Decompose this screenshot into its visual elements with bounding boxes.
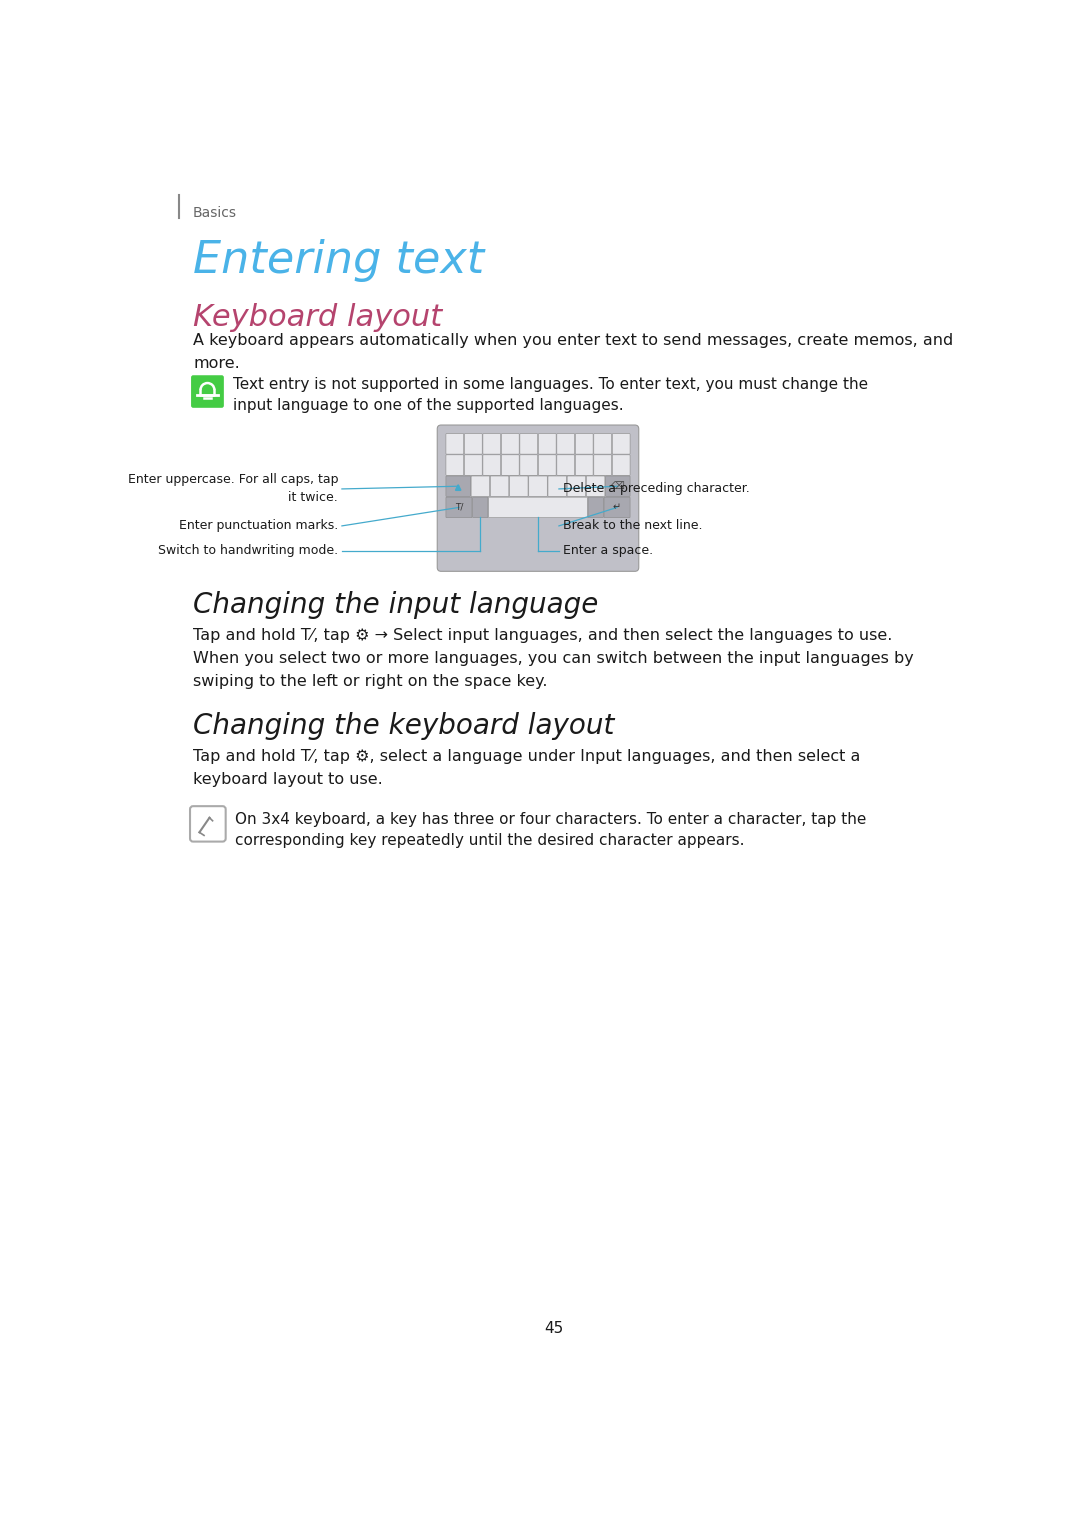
- Text: Changing the keyboard layout: Changing the keyboard layout: [193, 712, 615, 741]
- Text: 45: 45: [544, 1321, 563, 1336]
- FancyBboxPatch shape: [612, 434, 630, 454]
- Text: On 3x4 keyboard, a key has three or four characters. To enter a character, tap t: On 3x4 keyboard, a key has three or four…: [235, 811, 866, 826]
- FancyBboxPatch shape: [557, 434, 575, 454]
- Text: ⌫: ⌫: [611, 481, 624, 492]
- Text: ↵: ↵: [613, 502, 621, 513]
- Text: Changing the input language: Changing the input language: [193, 591, 598, 618]
- FancyBboxPatch shape: [612, 455, 630, 475]
- Text: Text entry is not supported in some languages. To enter text, you must change th: Text entry is not supported in some lang…: [233, 377, 868, 391]
- Text: Basics: Basics: [193, 206, 238, 220]
- FancyBboxPatch shape: [604, 498, 630, 518]
- Text: Enter uppercase. For all caps, tap
it twice.: Enter uppercase. For all caps, tap it tw…: [127, 473, 338, 504]
- Text: Switch to handwriting mode.: Switch to handwriting mode.: [158, 544, 338, 557]
- Text: Tap and hold T⁄, tap ⚙ → Select input languages, and then select the languages t: Tap and hold T⁄, tap ⚙ → Select input la…: [193, 628, 892, 643]
- FancyBboxPatch shape: [548, 476, 567, 496]
- FancyBboxPatch shape: [576, 434, 593, 454]
- FancyBboxPatch shape: [446, 434, 463, 454]
- FancyBboxPatch shape: [594, 434, 611, 454]
- FancyBboxPatch shape: [488, 498, 588, 518]
- Text: Tap and hold T⁄, tap ⚙, select a language under Input languages, and then select: Tap and hold T⁄, tap ⚙, select a languag…: [193, 750, 861, 764]
- FancyBboxPatch shape: [501, 434, 519, 454]
- FancyBboxPatch shape: [538, 455, 556, 475]
- FancyBboxPatch shape: [529, 476, 548, 496]
- Text: swiping to the left or right on the space key.: swiping to the left or right on the spac…: [193, 673, 548, 689]
- Text: When you select two or more languages, you can switch between the input language: When you select two or more languages, y…: [193, 651, 914, 666]
- FancyBboxPatch shape: [190, 374, 225, 409]
- FancyBboxPatch shape: [464, 434, 482, 454]
- FancyBboxPatch shape: [557, 455, 575, 475]
- FancyBboxPatch shape: [437, 425, 638, 571]
- FancyBboxPatch shape: [190, 806, 226, 841]
- FancyBboxPatch shape: [519, 434, 538, 454]
- Text: T/: T/: [455, 502, 463, 512]
- FancyBboxPatch shape: [471, 476, 489, 496]
- FancyBboxPatch shape: [483, 434, 501, 454]
- Text: Break to the next line.: Break to the next line.: [563, 519, 702, 533]
- FancyBboxPatch shape: [446, 476, 471, 496]
- FancyBboxPatch shape: [510, 476, 528, 496]
- Text: Entering text: Entering text: [193, 238, 484, 281]
- FancyBboxPatch shape: [446, 498, 472, 518]
- FancyBboxPatch shape: [589, 498, 604, 518]
- FancyBboxPatch shape: [490, 476, 509, 496]
- Text: corresponding key repeatedly until the desired character appears.: corresponding key repeatedly until the d…: [235, 834, 744, 847]
- FancyBboxPatch shape: [446, 455, 463, 475]
- FancyBboxPatch shape: [538, 434, 556, 454]
- Text: Enter punctuation marks.: Enter punctuation marks.: [179, 519, 338, 533]
- Text: Keyboard layout: Keyboard layout: [193, 302, 443, 331]
- FancyBboxPatch shape: [567, 476, 585, 496]
- Text: more.: more.: [193, 356, 240, 371]
- FancyBboxPatch shape: [594, 455, 611, 475]
- Text: input language to one of the supported languages.: input language to one of the supported l…: [233, 399, 624, 414]
- FancyBboxPatch shape: [576, 455, 593, 475]
- Text: Enter a space.: Enter a space.: [563, 544, 653, 557]
- Text: A keyboard appears automatically when you enter text to send messages, create me: A keyboard appears automatically when yo…: [193, 333, 954, 348]
- FancyBboxPatch shape: [464, 455, 482, 475]
- FancyBboxPatch shape: [473, 498, 488, 518]
- Text: keyboard layout to use.: keyboard layout to use.: [193, 773, 383, 788]
- FancyBboxPatch shape: [586, 476, 605, 496]
- FancyBboxPatch shape: [519, 455, 538, 475]
- FancyBboxPatch shape: [501, 455, 519, 475]
- Text: Delete a preceding character.: Delete a preceding character.: [563, 483, 750, 495]
- FancyBboxPatch shape: [483, 455, 501, 475]
- FancyBboxPatch shape: [606, 476, 630, 496]
